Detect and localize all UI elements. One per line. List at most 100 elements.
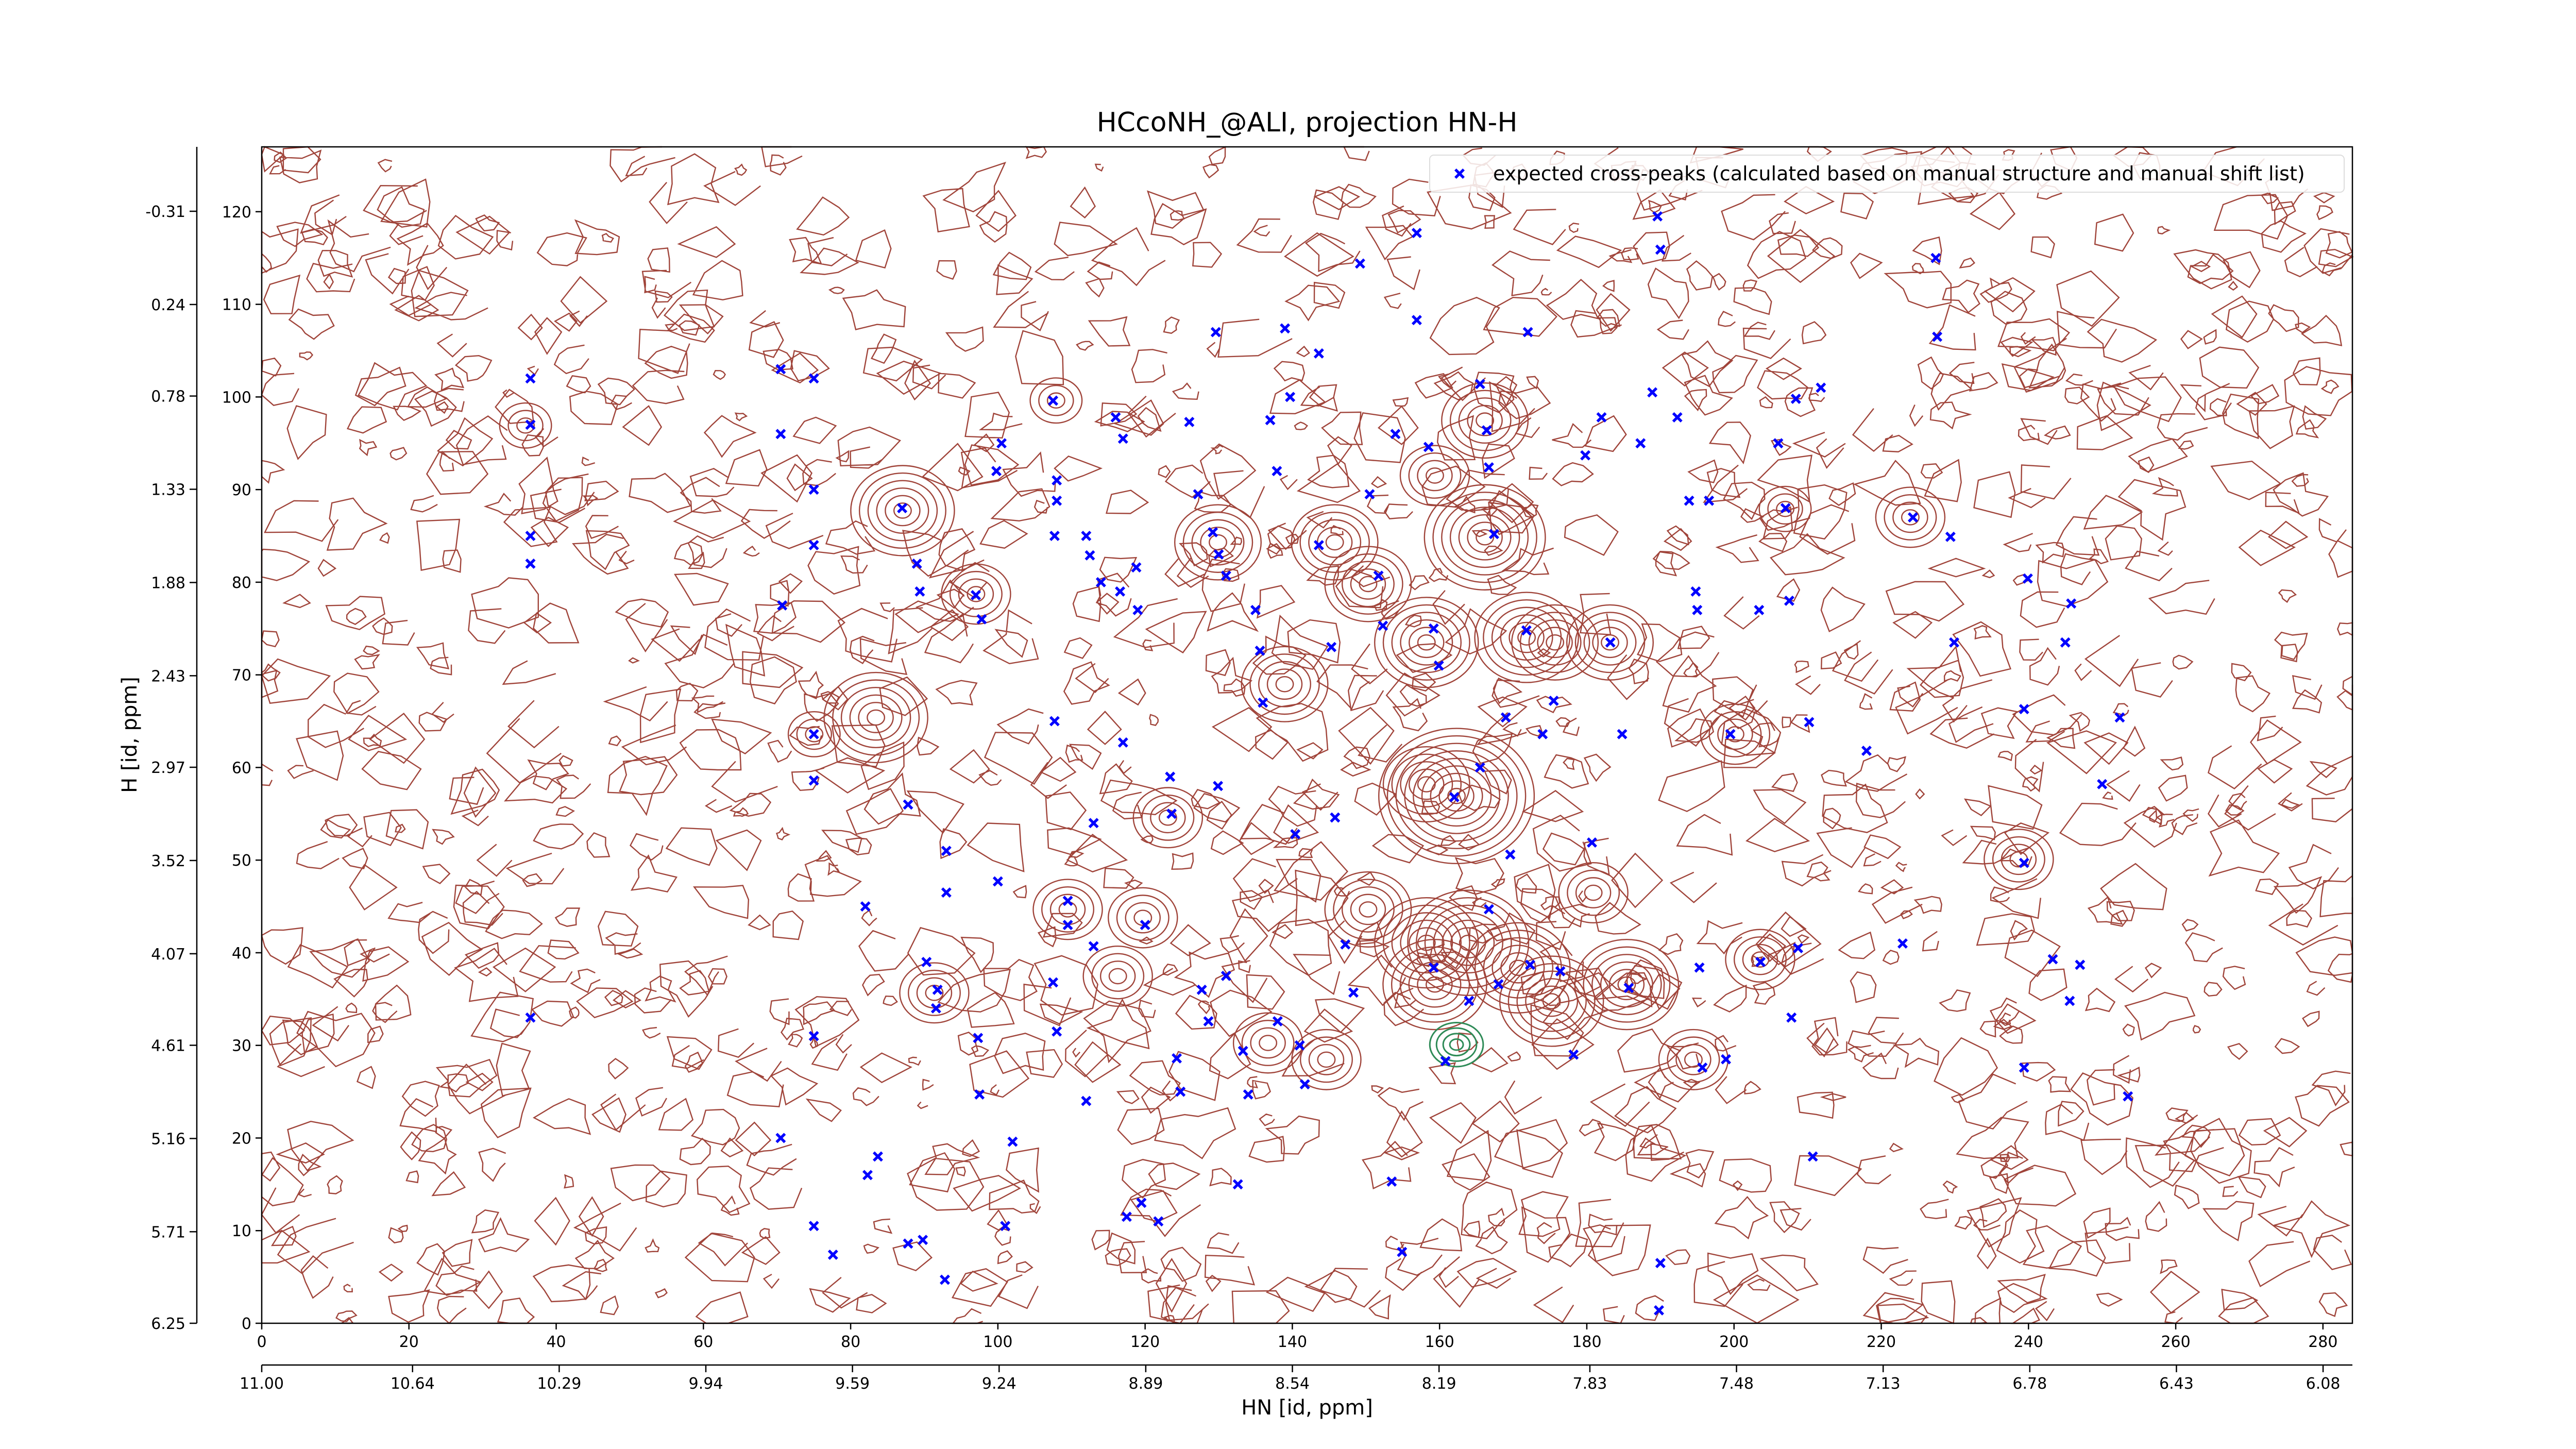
contour-peak [1399, 445, 1470, 507]
point [1755, 956, 1766, 967]
point [2075, 959, 2086, 970]
legend-box [1429, 155, 2345, 193]
point [1390, 429, 1401, 440]
point [1213, 781, 1224, 791]
point [918, 1235, 928, 1245]
x2-tick-label: 7.83 [1573, 1375, 1607, 1393]
contour-peak [1108, 887, 1178, 949]
point [827, 1249, 838, 1260]
point [1238, 1046, 1248, 1056]
point [2123, 1091, 2133, 1102]
point [1285, 392, 1296, 402]
point [1052, 475, 1062, 486]
point [1313, 540, 1324, 550]
point [1258, 697, 1268, 708]
point [1299, 1079, 1310, 1090]
point [2019, 704, 2029, 715]
point [1790, 393, 1801, 404]
contour-peak [1400, 619, 1453, 666]
contour-peak [840, 686, 911, 748]
contour-negative [1429, 1021, 1484, 1068]
point [1780, 503, 1791, 514]
point [903, 799, 913, 810]
contour-peak [867, 709, 886, 726]
point [941, 846, 952, 856]
point [1290, 829, 1301, 839]
contour-peak [1776, 500, 1794, 517]
point [1475, 762, 1485, 773]
contour-peak [1516, 970, 1587, 1032]
point [1213, 549, 1224, 560]
x-tick-label: 260 [2161, 1333, 2190, 1351]
contour-peak [1901, 509, 1920, 526]
contour-peak [787, 711, 841, 757]
point [1932, 331, 1943, 342]
y2-tick-label: 5.16 [151, 1130, 185, 1148]
legend-label: expected cross-peaks (calculated based o… [1493, 162, 2305, 185]
contour-peak [1317, 1051, 1336, 1068]
contour-peak [899, 962, 970, 1024]
y-tick-label: 110 [222, 296, 251, 314]
point [1617, 729, 1628, 739]
contour-peak [1575, 877, 1612, 908]
contour-peak [1499, 955, 1604, 1047]
point [862, 1170, 873, 1181]
point [872, 1151, 883, 1162]
contour-peak [858, 472, 946, 549]
chart-title: HCcoNH_@ALI, projection HN-H [1097, 107, 1518, 138]
contour-peak [507, 410, 544, 442]
point [976, 614, 987, 625]
point [1440, 1056, 1451, 1067]
contour-peak [850, 465, 955, 557]
contour-peak [1350, 894, 1386, 925]
contour-peak [516, 417, 535, 434]
point [525, 531, 536, 542]
point [1348, 987, 1359, 998]
contour-peak [1341, 561, 1395, 608]
point [1243, 1089, 1253, 1100]
x2-tick-label: 8.54 [1275, 1375, 1310, 1393]
point [1773, 438, 1784, 449]
point [1232, 1179, 1243, 1190]
contour-peak [1476, 529, 1495, 546]
contour-peak [1413, 757, 1501, 834]
x2-tick-label: 8.89 [1129, 1375, 1163, 1393]
contour-peak [1408, 961, 1462, 1008]
point [1255, 645, 1265, 656]
contour-peak [1449, 390, 1520, 451]
y-tick-label: 70 [232, 667, 251, 685]
x-tick-label: 140 [1278, 1333, 1307, 1351]
contour-peak [1492, 945, 1545, 991]
point [1140, 920, 1150, 931]
x-tick-label: 100 [983, 1333, 1012, 1351]
contour-peak [1667, 1036, 1720, 1083]
point [1221, 970, 1231, 981]
contour-peak [1400, 919, 1453, 966]
contour-peak [1566, 604, 1654, 681]
point [1272, 1016, 1283, 1026]
contour-peak [1417, 460, 1453, 492]
point [996, 438, 1007, 449]
x-tick-label: 180 [1572, 1333, 1601, 1351]
point [1326, 642, 1337, 652]
point [1131, 562, 1142, 573]
point [1088, 818, 1099, 829]
point [1373, 570, 1384, 581]
point [1861, 746, 1872, 756]
point [897, 503, 908, 514]
point [903, 1238, 913, 1249]
y-tick-label: 120 [222, 204, 251, 222]
contour-peak [1684, 1051, 1703, 1068]
contour-peak [1266, 668, 1303, 700]
point [1048, 977, 1059, 988]
x2-tick-label: 6.43 [2159, 1375, 2194, 1393]
point [1280, 323, 1291, 334]
contour-peak [1082, 945, 1153, 1007]
y2-tick-label: 2.97 [151, 759, 185, 777]
contour-peak [1708, 711, 1762, 757]
contour-peak [1474, 592, 1579, 683]
point [1807, 1151, 1818, 1162]
point [1423, 442, 1434, 452]
point [1692, 604, 1703, 615]
